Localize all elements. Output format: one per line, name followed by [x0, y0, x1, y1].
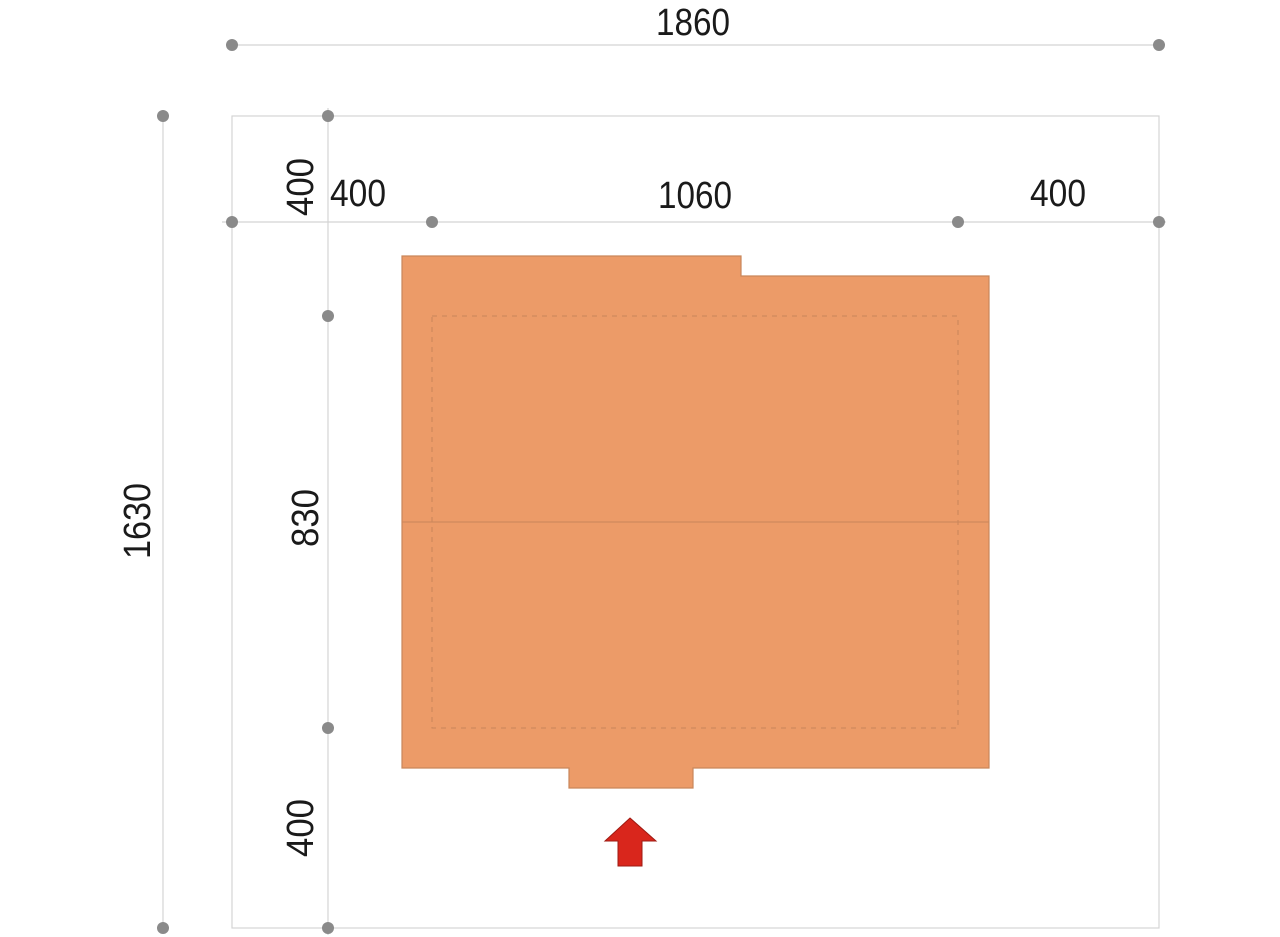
dimension-dot	[1153, 216, 1165, 228]
dimension-dot	[322, 922, 334, 934]
label-total-width: 1860	[656, 2, 730, 44]
label-rear-setback: 400	[280, 799, 322, 857]
label-building-width: 1060	[658, 175, 732, 217]
label-building-depth: 830	[285, 489, 327, 547]
label-left-setback: 400	[330, 173, 386, 215]
dimension-dot	[1153, 39, 1165, 51]
dimension-dot	[226, 39, 238, 51]
label-right-setback: 400	[1030, 173, 1086, 215]
dimension-dots	[157, 39, 1165, 934]
wall-outline-dashed	[431, 315, 959, 729]
label-front-setback: 400	[280, 158, 322, 216]
dimension-dot	[426, 216, 438, 228]
dimension-dot	[157, 922, 169, 934]
plot-boundary	[231, 115, 1160, 929]
dimension-dot	[322, 110, 334, 122]
dimension-dot	[322, 722, 334, 734]
dimension-dot	[952, 216, 964, 228]
dimension-dot	[157, 110, 169, 122]
arrow-up-icon	[603, 817, 658, 867]
dimension-dot	[226, 216, 238, 228]
label-total-depth: 1630	[117, 483, 159, 559]
dimension-dot	[322, 310, 334, 322]
